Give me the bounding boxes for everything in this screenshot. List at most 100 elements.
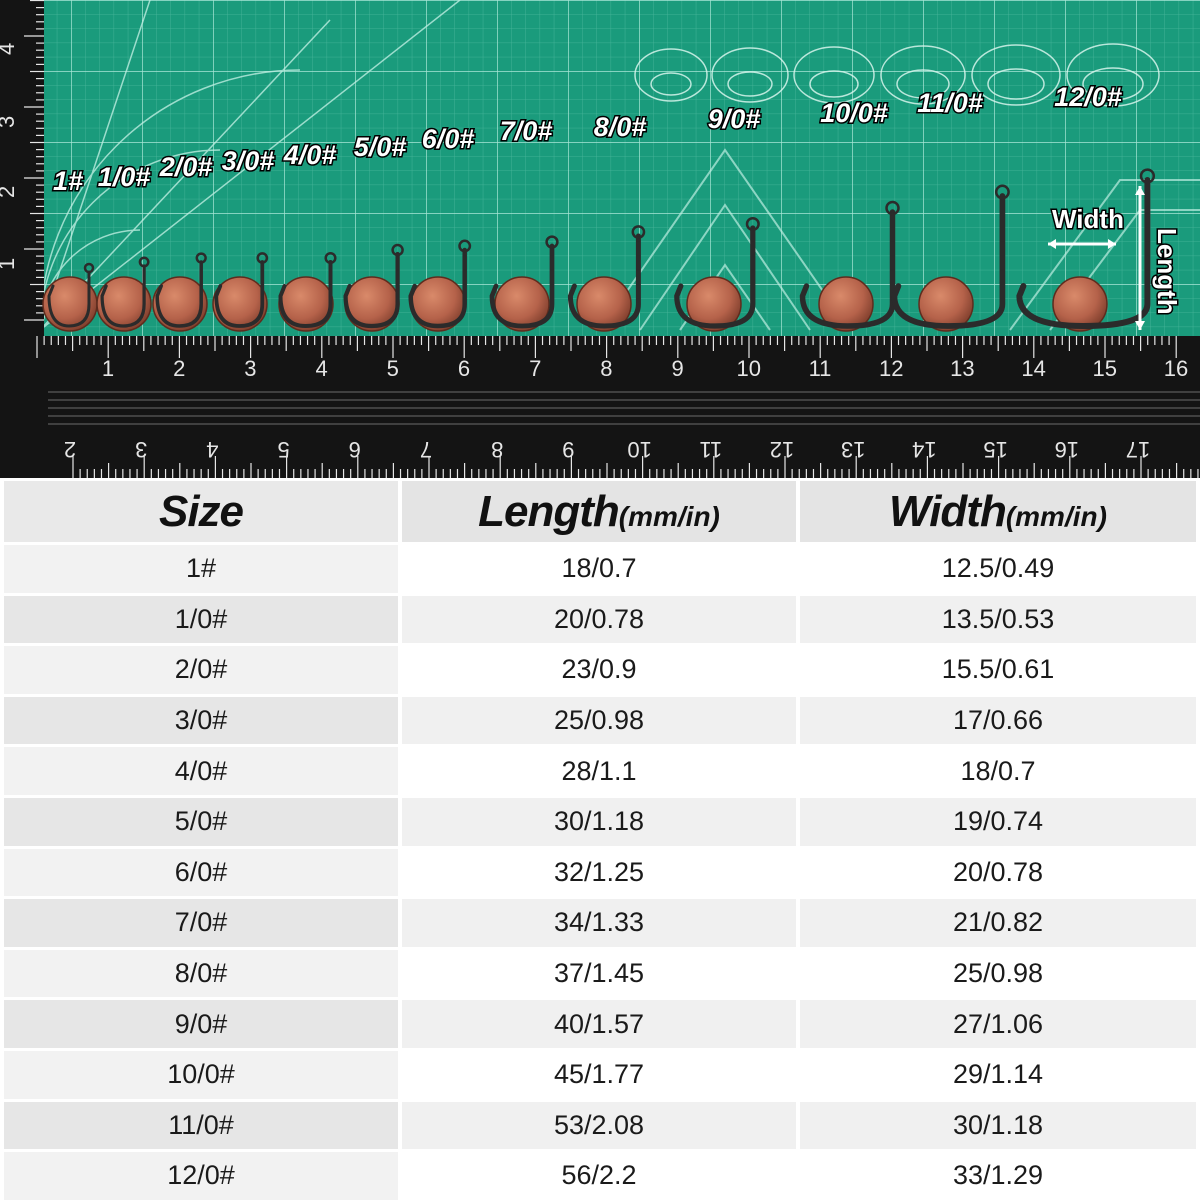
ruler-bottom-number: 16: [1055, 437, 1079, 462]
fish-hook: [343, 251, 400, 329]
ruler-left-number: 4: [0, 43, 19, 55]
hook-size-label: 4/0#: [283, 140, 337, 170]
ruler-bottom-number: 5: [277, 437, 289, 462]
hook-size-label: 2/0#: [159, 152, 213, 182]
hook-eye: [391, 243, 404, 257]
cell-width: 33/1.29: [800, 1152, 1196, 1200]
ruler-bottom-number: 10: [627, 437, 651, 462]
cell-length: 25/0.98: [402, 696, 796, 745]
header-width: Width(mm/in): [800, 481, 1196, 542]
cell-width: 25/0.98: [800, 949, 1196, 998]
hook-eye: [324, 251, 337, 265]
penny-coin: [686, 276, 742, 332]
table-row: 3/0# 25/0.98 17/0.66: [4, 696, 1196, 745]
table-row: 6/0# 32/1.25 20/0.78: [4, 848, 1196, 897]
cell-width: 13.5/0.53: [800, 595, 1196, 644]
table-header-row: Size Length (mm/in) Width(mm/in): [4, 481, 1196, 542]
ruler-top-number: 3: [244, 356, 256, 381]
cell-size: 12/0#: [4, 1152, 398, 1200]
ruler-bottom-number: 4: [206, 437, 218, 462]
oval-templates: [634, 43, 1160, 107]
ruler-top-number: 4: [315, 356, 327, 381]
ruler-bottom-number: 7: [420, 437, 432, 462]
header-width-unit: (mm/in): [1005, 500, 1107, 532]
cell-width: 21/0.82: [800, 899, 1196, 947]
header-width-label: Width: [889, 486, 1007, 536]
fish-hook: [1016, 177, 1151, 330]
ruler-top-number: 9: [671, 356, 683, 381]
hook-size-label: 3/0#: [222, 146, 275, 176]
cell-length: 56/2.2: [402, 1152, 796, 1200]
fish-hook: [891, 193, 1006, 329]
header-length-label: Length: [478, 486, 620, 536]
penny-coin: [818, 276, 874, 332]
penny-coin: [918, 276, 974, 332]
ruler-top-number: 6: [458, 356, 470, 381]
fish-hook: [100, 264, 146, 328]
ruler-bottom-number: 17: [1126, 437, 1150, 462]
hook-eye: [83, 262, 95, 274]
cell-length: 20/0.78: [402, 595, 796, 644]
cell-width: 12.5/0.49: [800, 545, 1196, 593]
hook-size-label: 6/0#: [422, 124, 475, 154]
hook-size-label: 1#: [53, 166, 83, 196]
ruler-left-number: 2: [0, 186, 19, 198]
fish-hook: [674, 225, 756, 329]
hook-eye: [885, 200, 900, 216]
penny-coin: [96, 276, 152, 332]
table-row: 10/0# 45/1.77 29/1.14: [4, 1050, 1196, 1099]
ruler-top-number: 2: [173, 356, 185, 381]
width-annotation: Width: [1048, 203, 1125, 249]
ruler-top-number: 16: [1164, 356, 1188, 381]
cell-length: 45/1.77: [402, 1050, 796, 1099]
ruler-bottom-number: 12: [770, 437, 794, 462]
length-annotation: Length: [1135, 186, 1184, 330]
penny-coin: [576, 276, 632, 332]
ruler-top-number: 11: [809, 356, 832, 381]
hook-size-table: Size Length(mm/in) Width(mm/in) 1# 18/0.…: [0, 478, 1200, 1203]
cell-width: 17/0.66: [800, 696, 1196, 745]
cell-length: 18/0.7: [402, 545, 796, 593]
fish-hook: [278, 260, 333, 329]
cell-size: 5/0#: [4, 797, 398, 846]
hook-eye: [631, 225, 646, 239]
ruler-bottom-number: 3: [135, 437, 147, 462]
cell-length: 28/1.1: [402, 747, 796, 795]
table-row: 12/0# 56/2.2 33/1.29: [4, 1152, 1196, 1200]
ruler-bottom-number: 15: [983, 437, 1007, 462]
ruler-left-number: 1: [0, 258, 19, 270]
header-size: Size: [4, 481, 398, 542]
hook-size-label: 12/0#: [1054, 82, 1122, 112]
table-row: 9/0# 40/1.57 27/1.06: [4, 1000, 1196, 1048]
hook-size-label: 10/0#: [820, 98, 888, 128]
ruler-top-number: 8: [600, 356, 612, 381]
hook-eye: [458, 239, 472, 253]
cell-length: 32/1.25: [402, 848, 796, 897]
cell-size: 7/0#: [4, 899, 398, 947]
cell-size: 2/0#: [4, 646, 398, 694]
cell-width: 27/1.06: [800, 1000, 1196, 1048]
table-row: 8/0# 37/1.45 25/0.98: [4, 949, 1196, 998]
ruler-top-number: 10: [737, 356, 761, 381]
ruler-top-number: 14: [1021, 356, 1045, 381]
fish-hook: [567, 233, 641, 329]
hook-eye: [745, 216, 760, 232]
fish-hook: [408, 247, 467, 329]
penny-coin: [1052, 276, 1108, 332]
table-row: 7/0# 34/1.33 21/0.82: [4, 899, 1196, 947]
table-row: 5/0# 30/1.18 19/0.74: [4, 797, 1196, 846]
ruler-bottom-number: 9: [562, 437, 574, 462]
ruler-conversion-lines: [48, 391, 1200, 425]
ruler-bottom-number: 2: [64, 437, 76, 462]
cell-width: 20/0.78: [800, 848, 1196, 897]
hook-size-label: 11/0#: [917, 88, 983, 118]
size-table-container: Size Length(mm/in) Width(mm/in) 1# 18/0.…: [0, 478, 1200, 1200]
table-row: 1/0# 20/0.78 13.5/0.53: [4, 595, 1196, 644]
cell-size: 1/0#: [4, 595, 398, 644]
cell-size: 10/0#: [4, 1050, 398, 1099]
cell-width: 15.5/0.61: [800, 646, 1196, 694]
table-row: 11/0# 53/2.08 30/1.18: [4, 1101, 1196, 1150]
ruler-top-number: 15: [1093, 356, 1117, 381]
ruler-top-number: 5: [387, 356, 399, 381]
